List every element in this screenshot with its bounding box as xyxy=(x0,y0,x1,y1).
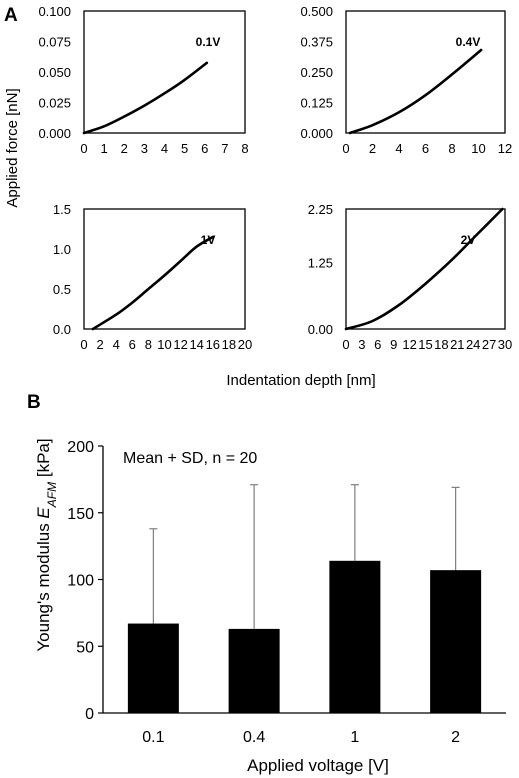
panel-b-annotation: Mean + SD, n = 20 xyxy=(123,450,257,467)
x-tick-label: 3 xyxy=(141,141,148,156)
curve-label: 1V xyxy=(201,233,216,247)
y-tick-label: 0.000 xyxy=(38,126,71,141)
x-tick-label: 8 xyxy=(145,337,152,352)
x-tick-label: 0 xyxy=(342,141,349,156)
x-tick-label: 1 xyxy=(101,141,108,156)
y-tick-label: 200 xyxy=(67,439,94,456)
force-curve xyxy=(91,235,215,331)
x-tick-label: 2 xyxy=(369,141,376,156)
x-tick-label: 1 xyxy=(350,729,359,746)
y-title-subscript: AFM xyxy=(45,482,59,508)
x-tick-label: 12 xyxy=(173,337,187,352)
x-tick-label: 30 xyxy=(498,337,512,352)
panel-a-x-axis-title: Indentation depth [nm] xyxy=(226,372,375,389)
y-tick-label: 0.025 xyxy=(38,96,71,111)
force-curve xyxy=(82,61,209,135)
x-tick-label: 18 xyxy=(434,337,448,352)
y-tick-label: 0.250 xyxy=(300,65,333,80)
bar-0.4 xyxy=(228,628,280,713)
subplot-4: 0 3 6 9 12 15 18 21 24 27 30 0.00 1.25 2.25 2V xyxy=(308,202,513,352)
y-tick-label: 0.5 xyxy=(53,282,71,297)
y-tick-label: 0.0 xyxy=(53,322,71,337)
plot-frame xyxy=(83,10,246,134)
x-tick-label: 6 xyxy=(422,141,429,156)
y-tick-label: 0 xyxy=(85,706,94,723)
x-tick-label: 18 xyxy=(222,337,236,352)
x-tick-label: 5 xyxy=(181,141,188,156)
curve-label: 2V xyxy=(461,233,476,247)
x-tick-label: 3 xyxy=(358,337,365,352)
x-tick-label: 15 xyxy=(418,337,432,352)
y-tick-label: 0.125 xyxy=(300,96,333,111)
x-tick-label: 8 xyxy=(448,141,455,156)
y-tick-label: 50 xyxy=(76,639,94,656)
force-curve xyxy=(344,207,504,331)
x-tick-label: 24 xyxy=(466,337,480,352)
y-title-suffix: [kPa] xyxy=(34,438,53,481)
panel-b-letter: B xyxy=(27,392,41,413)
x-tick-label: 27 xyxy=(482,337,496,352)
bar-1 xyxy=(329,560,381,713)
x-tick-label: 0 xyxy=(80,337,87,352)
x-tick-label: 4 xyxy=(395,141,402,156)
x-tick-label: 2 xyxy=(451,729,460,746)
x-tick-label: 14 xyxy=(189,337,203,352)
plot-frame xyxy=(345,10,506,134)
panel-b-y-axis-title: Young's modulus EAFM [kPa] xyxy=(34,438,59,651)
curve-label: 0.1V xyxy=(196,35,221,49)
panel-a-y-axis-title: Applied force [nN] xyxy=(4,88,21,207)
bar-2 xyxy=(430,570,482,713)
y-tick-label: 0.100 xyxy=(38,4,71,19)
x-tick-label: 0.1 xyxy=(142,729,164,746)
y-tick-label: 0.00 xyxy=(308,322,333,337)
y-tick-label: 1.0 xyxy=(53,242,71,257)
x-tick-label: 12 xyxy=(498,141,512,156)
x-tick-label: 4 xyxy=(161,141,168,156)
x-tick-label: 12 xyxy=(402,337,416,352)
x-tick-label: 6 xyxy=(129,337,136,352)
panel-b-x-axis-title: Applied voltage [V] xyxy=(247,756,389,775)
y-tick-label: 0.000 xyxy=(300,126,333,141)
subplot-2: 0 2 4 6 8 10 12 0.000 0.125 0.250 0.375 0.500 0.4V xyxy=(300,4,512,156)
x-tick-label: 10 xyxy=(471,141,485,156)
x-tick-label: 9 xyxy=(390,337,397,352)
plot-frame xyxy=(83,208,246,330)
x-tick-label: 2 xyxy=(96,337,103,352)
panel-a-letter: A xyxy=(4,5,18,26)
curve-label: 0.4V xyxy=(456,35,481,49)
x-tick-label: 2 xyxy=(121,141,128,156)
y-tick-label: 0.075 xyxy=(38,35,71,50)
x-tick-label: 0 xyxy=(342,337,349,352)
subplot-1: 0 1 2 3 4 5 6 7 8 0.000 0.025 0.050 0.075 0.100 0.1V xyxy=(38,4,248,156)
bar-0.1 xyxy=(127,623,179,713)
y-tick-label: 1.5 xyxy=(53,202,71,217)
panel-b-bar-chart: 0 50 100 150 200 0.1 0.4 1 2 xyxy=(67,439,506,746)
y-tick-label: 0.375 xyxy=(300,35,333,50)
y-tick-label: 100 xyxy=(67,573,94,590)
x-tick-label: 8 xyxy=(241,141,248,156)
y-tick-label: 0.050 xyxy=(38,65,71,80)
x-tick-label: 21 xyxy=(450,337,464,352)
x-tick-label: 6 xyxy=(201,141,208,156)
force-curve xyxy=(348,48,483,135)
y-tick-label: 1.25 xyxy=(308,255,333,270)
subplot-3: 0 2 4 6 8 10 12 14 16 18 20 0.0 0.5 1.0 1.5 1V xyxy=(53,202,252,352)
x-tick-label: 10 xyxy=(157,337,171,352)
x-tick-label: 20 xyxy=(238,337,252,352)
x-tick-label: 0 xyxy=(80,141,87,156)
x-tick-label: 4 xyxy=(113,337,120,352)
x-tick-label: 6 xyxy=(374,337,381,352)
y-title-symbol: E xyxy=(34,507,53,519)
plot-frame xyxy=(345,208,506,330)
x-tick-label: 16 xyxy=(206,337,220,352)
y-tick-label: 2.25 xyxy=(308,202,333,217)
y-tick-label: 0.500 xyxy=(300,4,333,19)
x-tick-label: 0.4 xyxy=(243,729,265,746)
x-tick-label: 7 xyxy=(221,141,228,156)
y-title-prefix: Young's modulus xyxy=(34,519,53,652)
y-tick-label: 150 xyxy=(67,506,94,523)
